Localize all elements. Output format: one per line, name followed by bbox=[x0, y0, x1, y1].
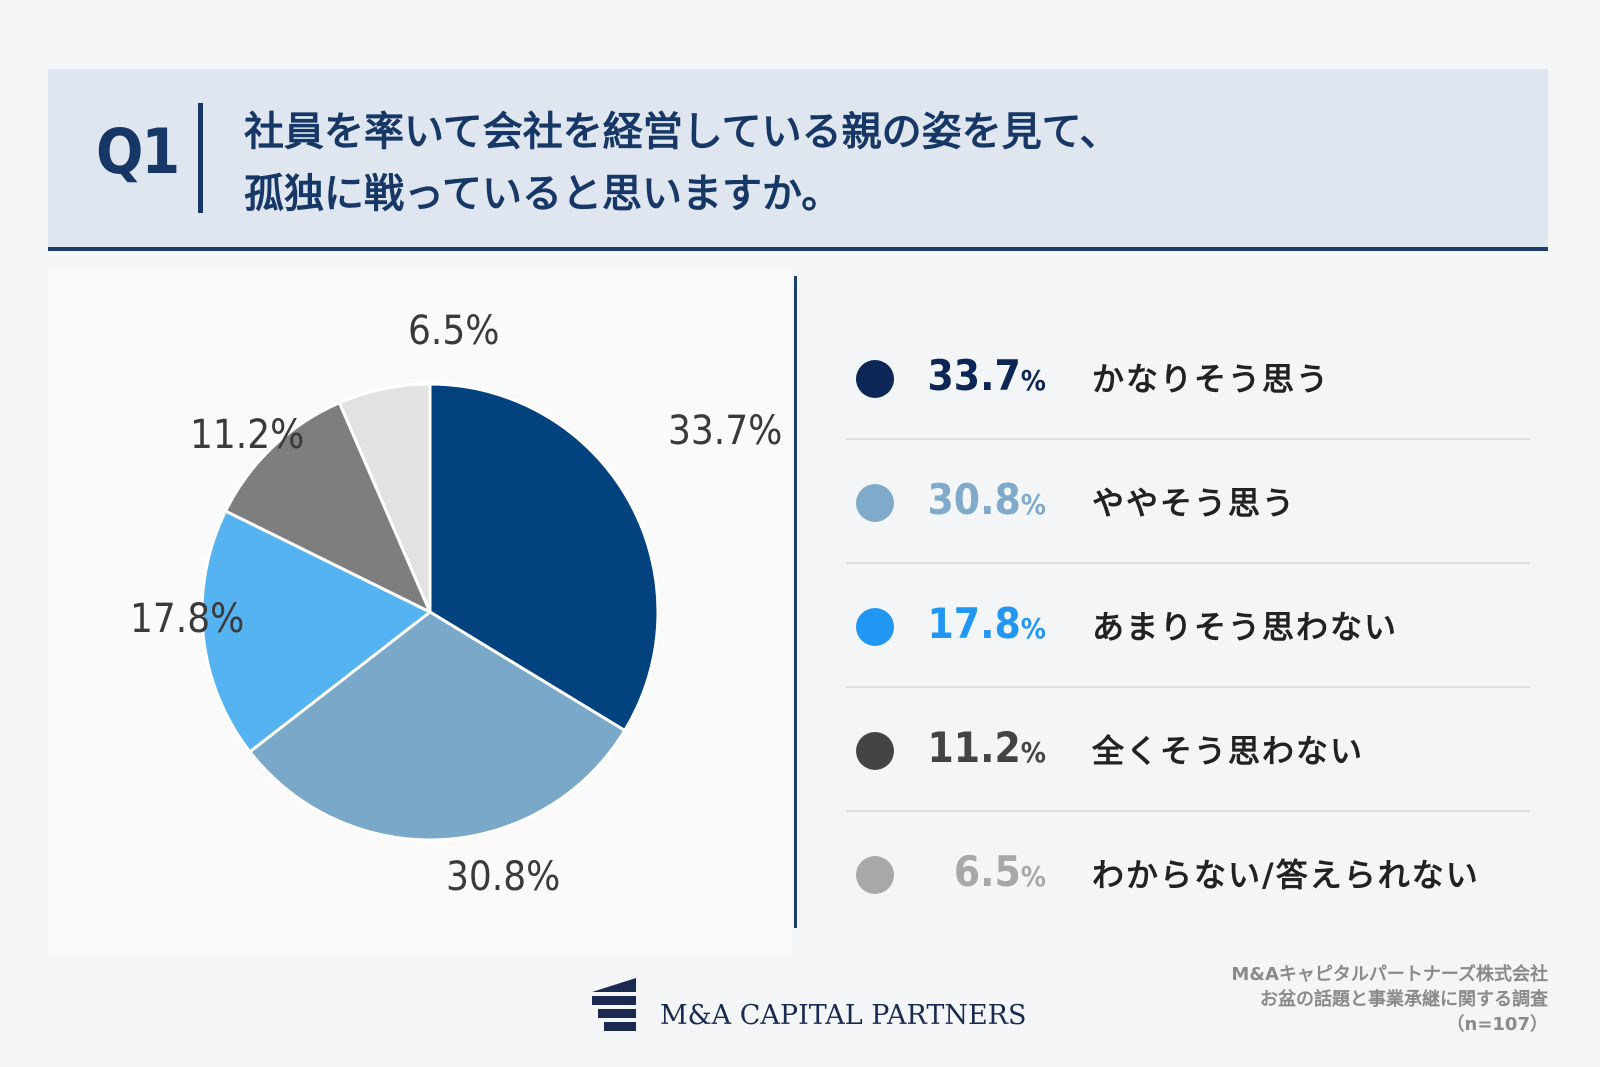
company-logo-icon bbox=[592, 978, 636, 1031]
legend-percent-value: 30.8 bbox=[927, 475, 1021, 524]
pie-slice bbox=[200, 509, 433, 754]
legend-percent-unit: % bbox=[1020, 612, 1046, 645]
source-sample-size: （n=107） bbox=[1446, 1014, 1548, 1035]
legend-label: わからない/答えられない bbox=[1092, 856, 1480, 894]
question-line-2: 孤独に戦っていると思いますか。 bbox=[244, 171, 842, 217]
vertical-divider bbox=[794, 276, 797, 928]
legend-dot-icon bbox=[856, 608, 894, 646]
legend-percent: 17.8% bbox=[926, 594, 1046, 659]
legend-item: 30.8% ややそう思う bbox=[846, 440, 1530, 564]
legend-percent: 30.8% bbox=[926, 470, 1046, 535]
question-number: Q1 bbox=[96, 115, 180, 188]
pie-slice bbox=[223, 400, 433, 616]
slice-label: 30.8% bbox=[446, 854, 560, 900]
legend-percent-value: 6.5 bbox=[953, 847, 1021, 896]
source-survey: お盆の話題と事業承継に関する調査 bbox=[1260, 989, 1548, 1010]
slice-label: 33.7% bbox=[668, 408, 782, 454]
legend-label: ややそう思う bbox=[1092, 484, 1297, 522]
legend-item: 11.2% 全くそう思わない bbox=[846, 688, 1530, 812]
legend-item: 33.7% かなりそう思う bbox=[846, 316, 1530, 440]
legend-label: かなりそう思う bbox=[1092, 360, 1331, 398]
legend-percent-unit: % bbox=[1020, 736, 1046, 769]
source-note: M&Aキャピタルパートナーズ株式会社 お盆の話題と事業承継に関する調査 （n=1… bbox=[1231, 962, 1548, 1037]
legend-percent-value: 17.8 bbox=[927, 599, 1021, 648]
chart-panel: 33.7% 30.8% 17.8% 11.2% 6.5% bbox=[48, 268, 792, 956]
legend-dot-icon bbox=[856, 732, 894, 770]
slice-label: 17.8% bbox=[130, 596, 244, 642]
source-company: M&Aキャピタルパートナーズ株式会社 bbox=[1231, 964, 1548, 985]
header-divider bbox=[198, 103, 203, 213]
pie-slice bbox=[428, 382, 660, 733]
legend-percent-unit: % bbox=[1020, 488, 1046, 521]
company-logo-text: M&A CAPITAL PARTNERS bbox=[660, 1000, 1027, 1031]
pie-chart: 33.7% 30.8% 17.8% 11.2% 6.5% bbox=[130, 308, 782, 900]
legend-percent: 11.2% bbox=[926, 718, 1046, 783]
legend-item: 6.5% わからない/答えられない bbox=[846, 812, 1530, 934]
legend-percent-value: 33.7 bbox=[927, 351, 1021, 400]
legend: 33.7% かなりそう思う 30.8% ややそう思う 17.8% あまりそう思わ… bbox=[846, 316, 1530, 934]
legend-dot-icon bbox=[856, 360, 894, 398]
legend-dot-icon bbox=[856, 484, 894, 522]
legend-percent: 33.7% bbox=[926, 346, 1046, 411]
legend-percent-unit: % bbox=[1020, 860, 1046, 893]
question-line-1: 社員を率いて会社を経営している親の姿を見て、 bbox=[244, 109, 1120, 155]
pie-slice bbox=[247, 610, 627, 842]
slice-label: 6.5% bbox=[408, 308, 499, 354]
legend-percent-unit: % bbox=[1020, 364, 1046, 397]
legend-label: 全くそう思わない bbox=[1092, 732, 1365, 770]
slice-label: 11.2% bbox=[190, 412, 304, 458]
question-text: 社員を率いて会社を経営している親の姿を見て、 孤独に戦っていると思いますか。 bbox=[244, 101, 1494, 225]
legend-percent-value: 11.2 bbox=[927, 723, 1021, 772]
legend-dot-icon bbox=[856, 856, 894, 894]
pie-slice bbox=[337, 382, 432, 613]
legend-percent: 6.5% bbox=[926, 842, 1046, 907]
legend-item: 17.8% あまりそう思わない bbox=[846, 564, 1530, 688]
question-header: Q1 社員を率いて会社を経営している親の姿を見て、 孤独に戦っていると思いますか… bbox=[48, 69, 1548, 251]
legend-label: あまりそう思わない bbox=[1092, 608, 1399, 646]
